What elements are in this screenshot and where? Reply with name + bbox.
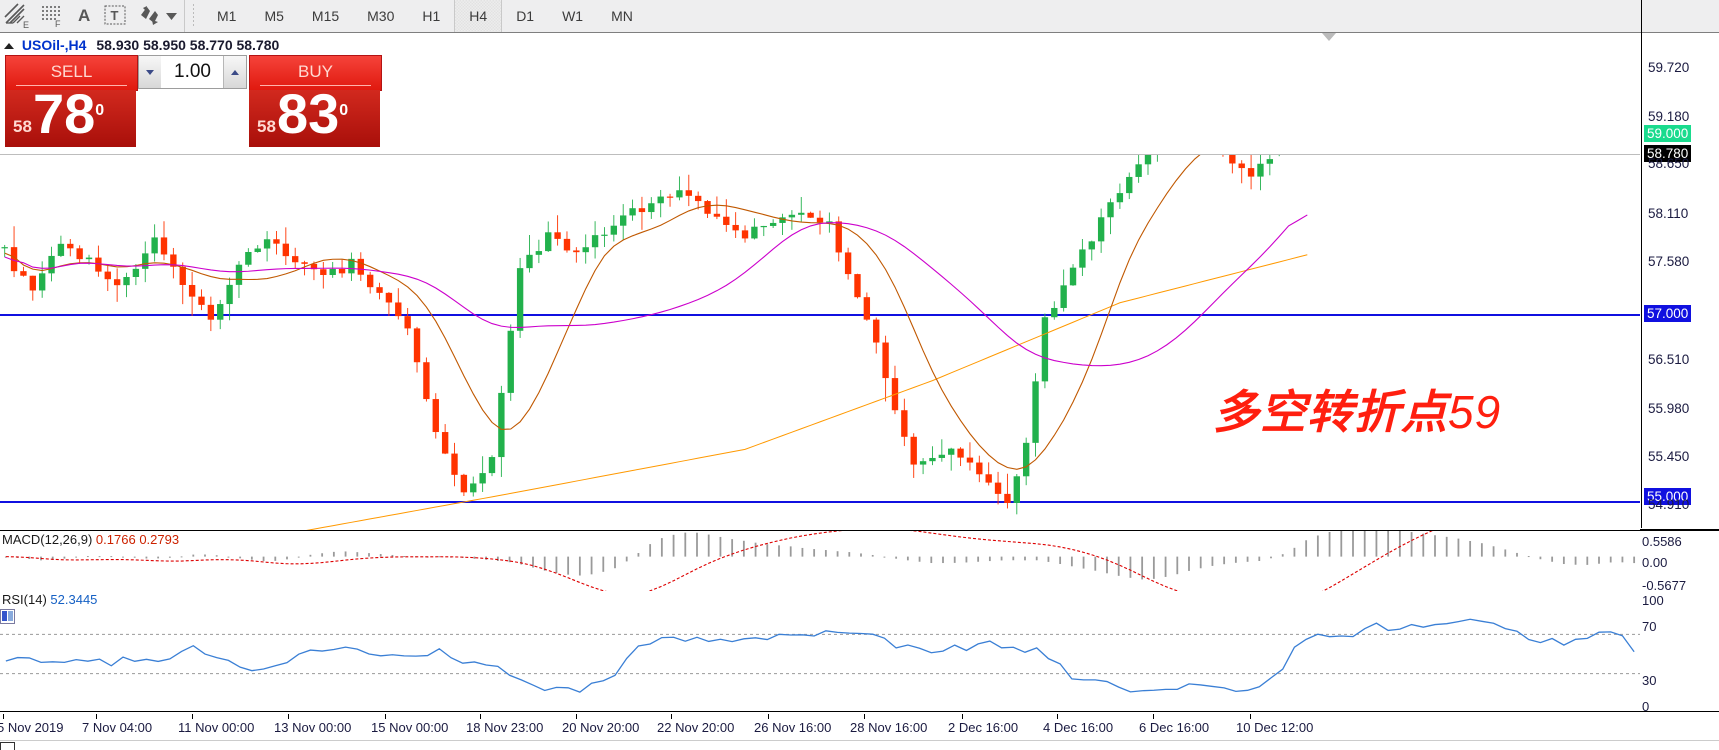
svg-text:F: F [55, 19, 61, 28]
svg-text:T: T [111, 8, 119, 23]
svg-text:E: E [23, 20, 29, 29]
